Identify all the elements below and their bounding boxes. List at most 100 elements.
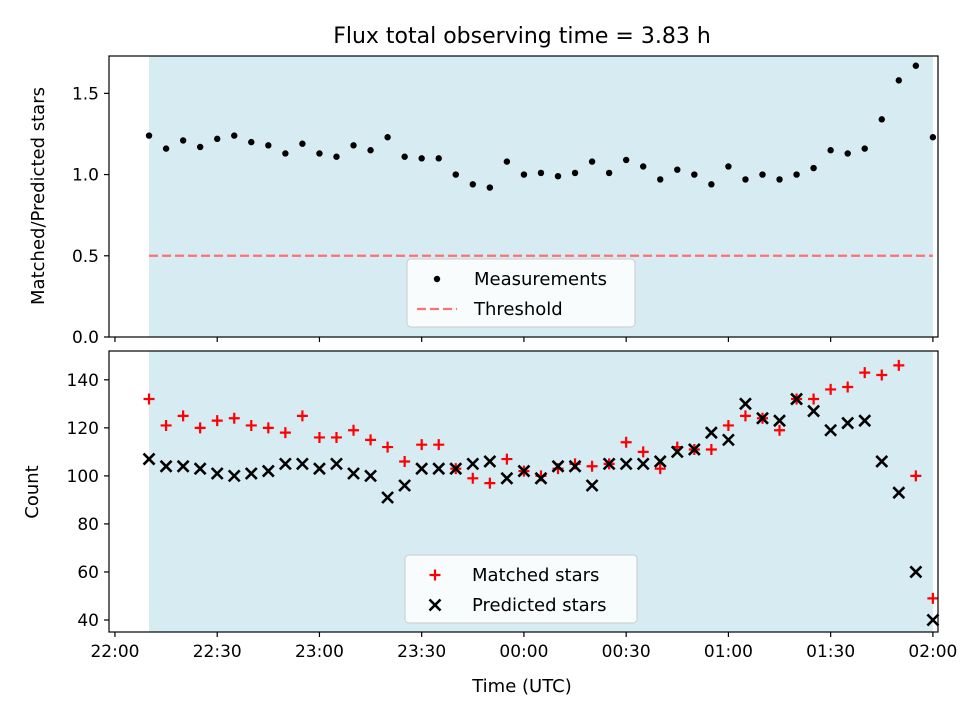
matched-star-point xyxy=(842,381,854,393)
predicted-star-point xyxy=(500,471,514,485)
predicted-star-point xyxy=(807,404,821,418)
predicted-star-point xyxy=(432,462,446,476)
predicted-star-point xyxy=(142,452,156,466)
matched-star-point xyxy=(859,367,871,379)
matched-star-point xyxy=(416,439,428,451)
predicted-star-point xyxy=(176,459,190,473)
matched-star-point xyxy=(382,441,394,453)
measurement-point xyxy=(844,150,851,157)
y-tick-label: 140 xyxy=(67,371,99,391)
predicted-star-point xyxy=(585,479,599,492)
predicted-star-point xyxy=(824,423,838,437)
predicted-star-point xyxy=(278,457,292,471)
x-tick-label: 00:30 xyxy=(602,642,651,662)
measurement-point xyxy=(282,150,289,157)
matched-star-point xyxy=(399,455,411,467)
measurement-point xyxy=(435,155,442,162)
matched-star-point xyxy=(501,453,513,465)
predicted-star-point xyxy=(534,471,548,485)
predicted-star-point xyxy=(790,392,803,406)
measurement-point xyxy=(469,181,477,188)
measurement-point xyxy=(452,171,459,178)
measurement-point xyxy=(725,163,732,170)
top-plot: 0.0 0.5 1.0 1.5 Matched/Predicted stars Mea… xyxy=(28,55,939,348)
predicted-star-point xyxy=(704,426,718,440)
measurement-point xyxy=(299,140,306,147)
predicted-star-point xyxy=(449,462,463,476)
legend-marker-x xyxy=(428,598,442,612)
predicted-star-point xyxy=(210,467,224,480)
measurement-point xyxy=(418,155,425,162)
x-tick-label: 01:30 xyxy=(806,642,855,662)
predicted-star-point xyxy=(347,467,360,480)
measurement-point xyxy=(265,142,272,149)
matched-star-point xyxy=(160,419,172,431)
matched-star-point xyxy=(620,436,632,448)
y-tick-label: 40 xyxy=(77,611,99,631)
matched-star-point xyxy=(467,472,479,484)
matched-star-point xyxy=(177,410,189,422)
predicted-star-point xyxy=(670,445,684,459)
measurement-point xyxy=(554,172,562,180)
predicted-star-point xyxy=(568,459,582,473)
predicted-star-point xyxy=(653,455,667,468)
measurement-point xyxy=(929,134,937,141)
predicted-star-point xyxy=(517,464,531,478)
measurement-point xyxy=(878,116,885,123)
measurement-point xyxy=(622,156,630,164)
x-tick-label: 22:00 xyxy=(90,642,139,662)
matched-star-point xyxy=(365,434,377,446)
legend-marker-dot xyxy=(433,275,441,283)
predicted-star-point xyxy=(364,469,377,483)
measurement-point xyxy=(503,158,511,165)
measurement-point xyxy=(196,143,204,151)
matched-star-point xyxy=(330,431,342,443)
measurement-point xyxy=(827,147,834,154)
measurement-point xyxy=(520,171,528,178)
matched-star-point xyxy=(245,419,257,431)
predicted-star-point xyxy=(875,455,889,468)
y-tick-label: 100 xyxy=(67,467,99,487)
measurement-point xyxy=(657,176,664,183)
matched-star-point xyxy=(893,359,905,371)
predicted-star-point xyxy=(909,565,923,579)
measurement-point xyxy=(605,169,613,177)
measurement-point xyxy=(793,171,800,178)
matched-star-point xyxy=(228,412,240,424)
predicted-star-point xyxy=(739,397,752,411)
matched-star-point xyxy=(825,383,837,395)
predicted-star-point xyxy=(313,462,326,476)
x-tick-label: 02:00 xyxy=(908,642,957,662)
predicted-star-point xyxy=(159,459,173,473)
predicted-star-point xyxy=(858,414,872,428)
measurement-point xyxy=(350,142,357,149)
y-tick-label: 0.5 xyxy=(72,247,99,267)
measurement-point xyxy=(776,176,783,183)
x-axis-label: Time (UTC) xyxy=(471,676,572,697)
measurement-point xyxy=(179,137,187,144)
y-tick-label: 1.5 xyxy=(72,84,99,104)
matched-star-point xyxy=(927,592,939,604)
predicted-star-point xyxy=(687,443,701,456)
measurement-point xyxy=(214,135,221,143)
predicted-star-point xyxy=(773,414,786,428)
predicted-star-point xyxy=(193,462,207,476)
predicted-star-point xyxy=(602,457,616,471)
matched-star-point xyxy=(876,369,888,381)
measurement-point xyxy=(691,171,698,178)
matched-star-point xyxy=(143,393,155,405)
predicted-star-point xyxy=(841,416,855,430)
predicted-star-point xyxy=(483,455,497,468)
measurement-point xyxy=(742,176,749,183)
measurement-point xyxy=(810,164,817,172)
predicted-star-point xyxy=(721,433,735,447)
matched-star-point xyxy=(211,415,223,427)
bottom-y-axis-label: Count xyxy=(22,465,43,518)
x-tick-label: 01:00 xyxy=(704,642,753,662)
predicted-star-point xyxy=(227,469,241,483)
top-legend: Measurements Threshold xyxy=(406,258,636,328)
predicted-star-point xyxy=(295,457,309,471)
measurement-point xyxy=(401,153,408,160)
measurement-point xyxy=(333,153,340,160)
